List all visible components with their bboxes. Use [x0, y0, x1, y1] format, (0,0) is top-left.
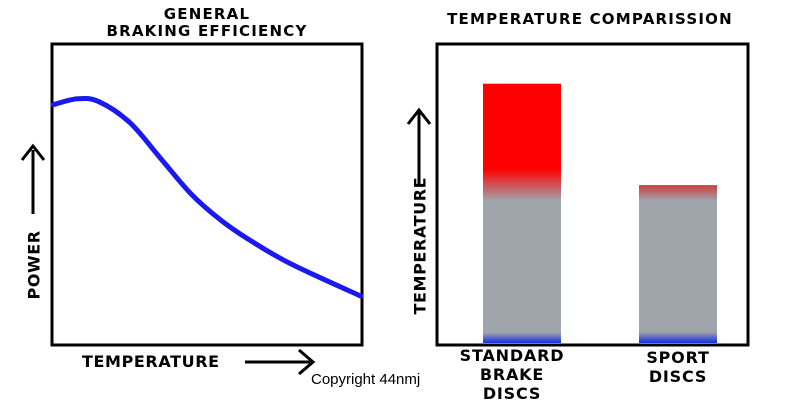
- category-label-sport-line2: DISCS: [648, 367, 708, 386]
- category-label-sport: SPORT DISCS: [618, 348, 738, 386]
- category-label-sport-line1: SPORT: [646, 348, 710, 367]
- right-chart-title: TEMPERATURE COMPARISSION: [447, 10, 733, 28]
- power-curve-line: [50, 95, 364, 299]
- left-chart-title: GENERAL BRAKING EFFICIENCY: [52, 6, 362, 40]
- left-y-arrowhead: [20, 143, 46, 161]
- category-label-standard-line3: DISCS: [482, 384, 542, 403]
- category-label-standard-line2: BRAKE: [479, 365, 545, 384]
- right-y-arrowhead: [406, 107, 432, 125]
- left-x-arrowhead: [298, 348, 316, 376]
- bar-sport-discs: [639, 185, 717, 343]
- category-label-standard-line1: STANDARD: [459, 346, 565, 365]
- left-chart-title-line1: GENERAL: [163, 5, 251, 23]
- left-plot-frame: [50, 42, 364, 347]
- left-x-axis-label: TEMPERATURE: [82, 352, 220, 371]
- copyright-text: Copyright 44nmj: [311, 371, 421, 388]
- right-plot-frame: [435, 42, 750, 347]
- category-label-standard: STANDARD BRAKE DISCS: [452, 346, 572, 403]
- bar-standard-brake-discs: [483, 83, 561, 343]
- left-chart-title-line2: BRAKING EFFICIENCY: [106, 22, 308, 40]
